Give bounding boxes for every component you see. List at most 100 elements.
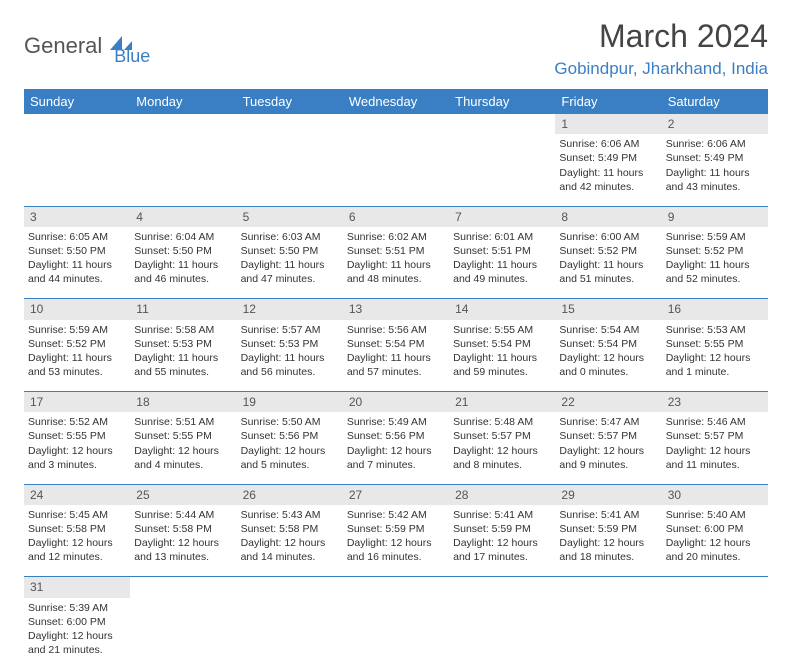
sunrise-text: Sunrise: 5:39 AM bbox=[28, 601, 126, 615]
day-number: 9 bbox=[662, 206, 768, 227]
sunrise-text: Sunrise: 5:55 AM bbox=[453, 323, 551, 337]
sunset-text: Sunset: 5:50 PM bbox=[28, 244, 126, 258]
day-number: 3 bbox=[24, 206, 130, 227]
sunrise-text: Sunrise: 5:45 AM bbox=[28, 508, 126, 522]
day-number bbox=[555, 577, 661, 598]
sunset-text: Sunset: 5:59 PM bbox=[559, 522, 657, 536]
day-cell: Sunrise: 6:02 AMSunset: 5:51 PMDaylight:… bbox=[343, 227, 449, 299]
daylight-text: Daylight: 12 hours bbox=[28, 444, 126, 458]
day-number: 11 bbox=[130, 299, 236, 320]
day-number bbox=[237, 114, 343, 134]
day-number bbox=[449, 577, 555, 598]
daylight-text: Daylight: 11 hours bbox=[666, 258, 764, 272]
sunrise-text: Sunrise: 5:54 AM bbox=[559, 323, 657, 337]
day-number: 13 bbox=[343, 299, 449, 320]
daylight-text: and 42 minutes. bbox=[559, 180, 657, 194]
daylight-text: Daylight: 11 hours bbox=[134, 258, 232, 272]
weekday-tuesday: Tuesday bbox=[237, 89, 343, 114]
day-cell bbox=[343, 598, 449, 670]
day-number: 8 bbox=[555, 206, 661, 227]
daynum-row: 24252627282930 bbox=[24, 484, 768, 505]
daynum-row: 12 bbox=[24, 114, 768, 134]
sunrise-text: Sunrise: 6:00 AM bbox=[559, 230, 657, 244]
sunset-text: Sunset: 5:50 PM bbox=[241, 244, 339, 258]
daylight-text: and 4 minutes. bbox=[134, 458, 232, 472]
daylight-text: and 55 minutes. bbox=[134, 365, 232, 379]
sunrise-text: Sunrise: 5:59 AM bbox=[28, 323, 126, 337]
day-number: 10 bbox=[24, 299, 130, 320]
daynum-row: 17181920212223 bbox=[24, 392, 768, 413]
sunrise-text: Sunrise: 5:46 AM bbox=[666, 415, 764, 429]
day-cell: Sunrise: 5:42 AMSunset: 5:59 PMDaylight:… bbox=[343, 505, 449, 577]
sunrise-text: Sunrise: 5:44 AM bbox=[134, 508, 232, 522]
sunrise-text: Sunrise: 5:57 AM bbox=[241, 323, 339, 337]
daylight-text: and 7 minutes. bbox=[347, 458, 445, 472]
day-cell bbox=[343, 134, 449, 206]
daylight-text: Daylight: 12 hours bbox=[28, 536, 126, 550]
daylight-text: and 21 minutes. bbox=[28, 643, 126, 657]
daylight-text: Daylight: 12 hours bbox=[453, 444, 551, 458]
day-number: 23 bbox=[662, 392, 768, 413]
day-number bbox=[449, 114, 555, 134]
day-number: 21 bbox=[449, 392, 555, 413]
day-cell: Sunrise: 6:06 AMSunset: 5:49 PMDaylight:… bbox=[555, 134, 661, 206]
day-number: 14 bbox=[449, 299, 555, 320]
sunrise-text: Sunrise: 6:04 AM bbox=[134, 230, 232, 244]
day-number bbox=[662, 577, 768, 598]
daylight-text: and 43 minutes. bbox=[666, 180, 764, 194]
day-number: 1 bbox=[555, 114, 661, 134]
daylight-text: Daylight: 12 hours bbox=[28, 629, 126, 643]
day-cell: Sunrise: 5:53 AMSunset: 5:55 PMDaylight:… bbox=[662, 320, 768, 392]
daylight-text: Daylight: 12 hours bbox=[666, 351, 764, 365]
header: General Blue March 2024 Gobindpur, Jhark… bbox=[24, 18, 768, 79]
sunrise-text: Sunrise: 5:56 AM bbox=[347, 323, 445, 337]
day-cell: Sunrise: 5:40 AMSunset: 6:00 PMDaylight:… bbox=[662, 505, 768, 577]
daylight-text: and 1 minute. bbox=[666, 365, 764, 379]
daylight-text: and 14 minutes. bbox=[241, 550, 339, 564]
sunset-text: Sunset: 5:58 PM bbox=[134, 522, 232, 536]
day-number: 24 bbox=[24, 484, 130, 505]
sunrise-text: Sunrise: 5:59 AM bbox=[666, 230, 764, 244]
daynum-row: 31 bbox=[24, 577, 768, 598]
sunset-text: Sunset: 5:59 PM bbox=[453, 522, 551, 536]
day-number bbox=[343, 114, 449, 134]
day-cell: Sunrise: 5:49 AMSunset: 5:56 PMDaylight:… bbox=[343, 412, 449, 484]
daylight-text: and 46 minutes. bbox=[134, 272, 232, 286]
day-number: 2 bbox=[662, 114, 768, 134]
day-cell: Sunrise: 6:06 AMSunset: 5:49 PMDaylight:… bbox=[662, 134, 768, 206]
day-cell: Sunrise: 5:41 AMSunset: 5:59 PMDaylight:… bbox=[449, 505, 555, 577]
day-number: 16 bbox=[662, 299, 768, 320]
daylight-text: Daylight: 12 hours bbox=[559, 444, 657, 458]
title-block: March 2024 Gobindpur, Jharkhand, India bbox=[554, 18, 768, 79]
sunset-text: Sunset: 5:57 PM bbox=[559, 429, 657, 443]
sunrise-text: Sunrise: 5:51 AM bbox=[134, 415, 232, 429]
sunset-text: Sunset: 5:59 PM bbox=[347, 522, 445, 536]
day-cell bbox=[130, 598, 236, 670]
sunset-text: Sunset: 5:52 PM bbox=[28, 337, 126, 351]
day-cell: Sunrise: 5:59 AMSunset: 5:52 PMDaylight:… bbox=[662, 227, 768, 299]
day-cell bbox=[555, 598, 661, 670]
sunset-text: Sunset: 5:54 PM bbox=[453, 337, 551, 351]
day-number: 30 bbox=[662, 484, 768, 505]
sunrise-text: Sunrise: 5:40 AM bbox=[666, 508, 764, 522]
calendar-table: Sunday Monday Tuesday Wednesday Thursday… bbox=[24, 89, 768, 670]
daynum-row: 10111213141516 bbox=[24, 299, 768, 320]
daylight-text: Daylight: 12 hours bbox=[241, 536, 339, 550]
daylight-text: and 51 minutes. bbox=[559, 272, 657, 286]
weekday-friday: Friday bbox=[555, 89, 661, 114]
sunset-text: Sunset: 5:57 PM bbox=[666, 429, 764, 443]
weekday-sunday: Sunday bbox=[24, 89, 130, 114]
day-cell: Sunrise: 5:39 AMSunset: 6:00 PMDaylight:… bbox=[24, 598, 130, 670]
day-number bbox=[130, 114, 236, 134]
sunset-text: Sunset: 5:53 PM bbox=[241, 337, 339, 351]
sunrise-text: Sunrise: 5:41 AM bbox=[453, 508, 551, 522]
day-content-row: Sunrise: 5:45 AM Sunset: 5:58 PM Daylight:… bbox=[24, 505, 768, 577]
daylight-text: Daylight: 11 hours bbox=[666, 166, 764, 180]
sunset-text: Sunset: 5:55 PM bbox=[28, 429, 126, 443]
day-cell: Sunrise: 5:54 AMSunset: 5:54 PMDaylight:… bbox=[555, 320, 661, 392]
sunrise-text: Sunrise: 5:53 AM bbox=[666, 323, 764, 337]
daylight-text: Daylight: 11 hours bbox=[559, 258, 657, 272]
day-cell: Sunrise: 6:00 AMSunset: 5:52 PMDaylight:… bbox=[555, 227, 661, 299]
logo-text-blue: Blue bbox=[114, 46, 150, 67]
day-content-row: Sunrise: 6:05 AMSunset: 5:50 PMDaylight:… bbox=[24, 227, 768, 299]
